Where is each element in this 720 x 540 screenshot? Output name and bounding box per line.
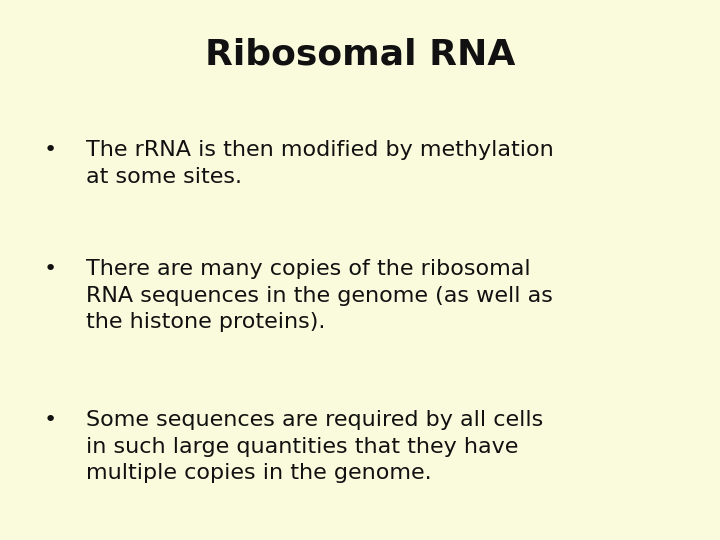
Text: Ribosomal RNA: Ribosomal RNA xyxy=(204,38,516,72)
Text: •: • xyxy=(44,140,57,160)
Text: The rRNA is then modified by methylation
at some sites.: The rRNA is then modified by methylation… xyxy=(86,140,554,187)
Text: Some sequences are required by all cells
in such large quantities that they have: Some sequences are required by all cells… xyxy=(86,410,544,483)
Text: •: • xyxy=(44,259,57,279)
Text: There are many copies of the ribosomal
RNA sequences in the genome (as well as
t: There are many copies of the ribosomal R… xyxy=(86,259,553,332)
Text: •: • xyxy=(44,410,57,430)
